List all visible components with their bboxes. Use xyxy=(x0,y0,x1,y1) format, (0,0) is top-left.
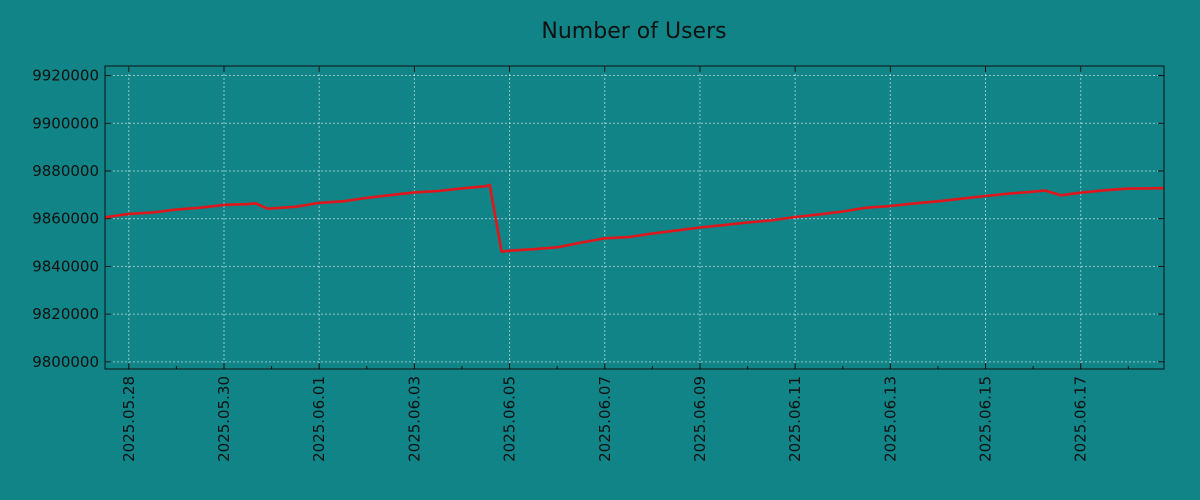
x-tick-label: 2025.06.11 xyxy=(786,376,804,462)
y-tick-label: 9860000 xyxy=(32,210,99,228)
x-axis-ticks: 2025.05.28 2025.05.30 2025.06.01 2025.06.03… xyxy=(120,66,1129,462)
x-tick-label: 2025.06.01 xyxy=(310,376,328,462)
y-tick-label: 9920000 xyxy=(32,67,99,85)
x-tick-label: 2025.06.05 xyxy=(501,376,519,462)
y-tick-label: 9800000 xyxy=(32,353,99,371)
x-tick-label: 2025.06.03 xyxy=(405,376,423,462)
x-tick-label: 2025.06.17 xyxy=(1072,376,1090,462)
y-tick-label: 9900000 xyxy=(32,114,99,132)
x-tick-label: 2025.06.07 xyxy=(596,376,614,462)
chart-title: Number of Users xyxy=(541,19,726,44)
y-tick-label: 9820000 xyxy=(32,305,99,323)
plot-area-frame xyxy=(104,65,1165,370)
x-tick-label: 2025.06.15 xyxy=(977,376,995,462)
y-tick-label: 9880000 xyxy=(32,162,99,180)
y-tick-label: 9840000 xyxy=(32,257,99,275)
grid-lines xyxy=(105,66,1164,369)
series-line xyxy=(104,183,1165,253)
y-axis-ticks: 9800000 9820000 9840000 9860000 9880000 99000… xyxy=(32,67,1164,371)
series-layer xyxy=(104,183,1165,253)
x-tick-label: 2025.05.28 xyxy=(120,376,138,462)
x-tick-label: 2025.06.09 xyxy=(691,376,709,462)
x-tick-label: 2025.05.30 xyxy=(215,376,233,462)
x-tick-label: 2025.06.13 xyxy=(881,376,899,462)
